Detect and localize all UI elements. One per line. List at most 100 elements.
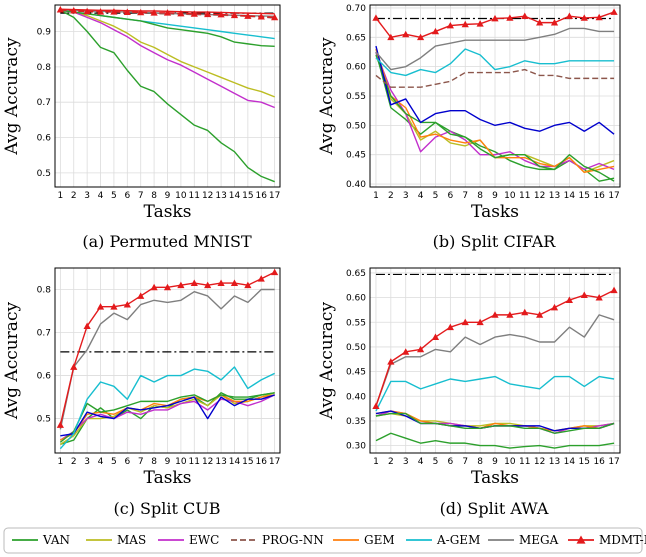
y-tick-label: 0.45 <box>346 368 366 378</box>
x-tick-label: 8 <box>477 457 483 467</box>
data-point-mdmt-r <box>230 279 239 286</box>
data-point-mdmt-r <box>610 8 618 15</box>
legend-item-gem: GEM <box>333 533 395 547</box>
series-line-van-2 <box>59 392 275 443</box>
x-tick-label: 13 <box>549 457 560 467</box>
series-line-ewc <box>60 9 275 109</box>
series-line-prog-nn <box>375 68 615 88</box>
series-line-van-2 <box>60 9 275 48</box>
series-line-mega <box>375 27 615 71</box>
x-tick-label: 13 <box>215 457 226 467</box>
caption-b: (b) Split CIFAR <box>433 232 557 251</box>
x-tick-label: 17 <box>608 191 619 201</box>
x-tick-label: 11 <box>189 191 200 201</box>
legend-label: PROG-NN <box>262 533 324 547</box>
panel-2: 1 2 3 4 5 6 7 8 9 10 11 12 13 14 15 16 170.400.450.500.5… <box>317 4 621 222</box>
y-tick-label: 0.55 <box>346 92 366 102</box>
series-line-a-gem <box>375 48 615 77</box>
data-point-mdmt-r <box>123 300 131 308</box>
x-tick-label: 9 <box>165 457 171 467</box>
y-tick-label: 0.6 <box>37 372 52 382</box>
y-tick-label: 0.6 <box>37 134 52 144</box>
x-tick-label: 12 <box>534 457 545 467</box>
data-point-mdmt-r <box>372 14 380 21</box>
x-tick-label: 12 <box>202 191 213 201</box>
data-point-mdmt-r <box>402 30 410 38</box>
data-point-mdmt-r <box>402 348 410 355</box>
data-point-mdmt-r <box>372 402 380 410</box>
x-tick-label: 5 <box>111 457 117 467</box>
data-point-mdmt-r <box>550 303 559 311</box>
series-line-mas <box>60 9 275 98</box>
y-tick-label: 0.8 <box>37 286 52 296</box>
data-point-mdmt-r <box>96 8 105 15</box>
x-tick-label: 11 <box>519 191 530 201</box>
data-point-mdmt-r <box>506 311 514 318</box>
data-point-mdmt-r <box>110 303 118 310</box>
y-tick-label: 0.7 <box>37 329 51 339</box>
data-point-mdmt-r <box>271 13 279 21</box>
x-tick-label: 17 <box>269 191 280 201</box>
plot-frame <box>369 4 621 188</box>
x-tick-label: 11 <box>519 457 530 467</box>
x-tick-label: 16 <box>593 191 605 201</box>
series-line-van <box>375 432 615 449</box>
x-tick-label: 4 <box>98 457 104 467</box>
y-tick-label: 0.40 <box>346 180 366 190</box>
data-point-mdmt-r <box>416 33 425 41</box>
legend-label: VAN <box>42 533 70 547</box>
legend-label: MDMT-R <box>599 533 646 547</box>
legend-item-a-gem: A-GEM <box>406 533 480 547</box>
legend-box <box>3 527 643 554</box>
data-point-mdmt-r <box>461 318 469 326</box>
data-point-mdmt-r <box>580 14 588 21</box>
x-tick-label: 8 <box>151 457 157 467</box>
legend-label: GEM <box>364 533 395 547</box>
series-line-van-3 <box>375 45 615 135</box>
y-tick-label: 0.5 <box>37 415 51 425</box>
x-tick-label: 15 <box>242 191 253 201</box>
data-point-mdmt-r <box>461 20 469 28</box>
x-tick-label: 9 <box>492 457 498 467</box>
x-tick-label: 11 <box>189 457 200 467</box>
series-line-mega <box>375 314 615 407</box>
x-axis-title: Tasks <box>144 202 192 222</box>
y-axis-title: Avg Accuracy <box>2 302 22 421</box>
series-line-gem <box>375 410 615 432</box>
y-tick-label: 0.5 <box>37 169 51 179</box>
y-tick-label: 0.50 <box>346 343 366 353</box>
x-tick-label: 9 <box>492 191 498 201</box>
y-tick-label: 0.70 <box>346 4 366 14</box>
data-point-mdmt-r <box>491 14 499 22</box>
legend-label: MAS <box>117 533 146 547</box>
x-tick-label: 10 <box>175 191 187 201</box>
data-point-mdmt-r <box>96 303 105 310</box>
data-point-mdmt-r <box>177 281 185 289</box>
legend-marker <box>576 535 586 544</box>
x-tick-label: 14 <box>229 457 241 467</box>
y-tick-label: 0.65 <box>346 33 366 43</box>
data-point-mdmt-r <box>150 283 158 291</box>
legend-item-van: VAN <box>12 533 70 547</box>
x-tick-label: 2 <box>388 457 394 467</box>
legend-label: EWC <box>189 533 219 547</box>
x-tick-label: 5 <box>111 191 117 201</box>
data-point-mdmt-r <box>123 8 131 15</box>
data-point-mdmt-r <box>536 311 544 318</box>
panel-3: 1 2 3 4 5 6 7 8 9 10 11 12 13 14 15 16 170.50.60.70.8Tas… <box>2 267 281 488</box>
x-tick-label: 16 <box>256 457 268 467</box>
data-point-mdmt-r <box>137 292 145 299</box>
data-point-mdmt-r <box>83 322 91 329</box>
x-tick-label: 7 <box>138 457 144 467</box>
data-point-mdmt-r <box>217 10 225 18</box>
x-tick-label: 6 <box>447 457 453 467</box>
data-point-mdmt-r <box>610 286 618 294</box>
y-tick-label: 0.60 <box>346 294 366 304</box>
x-tick-label: 13 <box>215 191 226 201</box>
y-tick-label: 0.30 <box>346 442 366 452</box>
x-tick-label: 9 <box>165 191 171 201</box>
x-axis-title: Tasks <box>471 202 519 222</box>
data-point-mdmt-r <box>387 33 395 41</box>
data-point-mdmt-r <box>244 281 252 289</box>
y-tick-label: 0.7 <box>37 98 51 108</box>
